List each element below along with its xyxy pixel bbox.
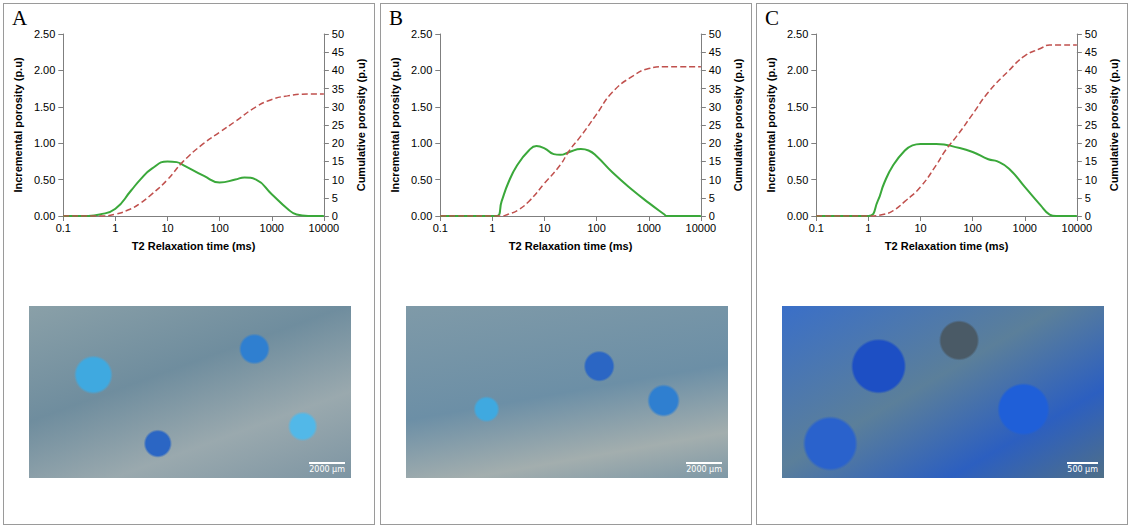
svg-text:15: 15 [1085, 155, 1097, 167]
svg-text:0.50: 0.50 [411, 174, 432, 186]
svg-text:1.50: 1.50 [787, 101, 808, 113]
svg-text:1.00: 1.00 [787, 137, 808, 149]
svg-text:5: 5 [1085, 192, 1091, 204]
svg-text:40: 40 [332, 64, 344, 76]
svg-text:T2 Relaxation time (ms): T2 Relaxation time (ms) [885, 240, 1009, 252]
svg-text:1000: 1000 [637, 222, 661, 234]
svg-text:30: 30 [1085, 101, 1097, 113]
svg-text:100: 100 [587, 222, 605, 234]
svg-text:45: 45 [1085, 46, 1097, 58]
svg-text:10000: 10000 [309, 222, 340, 234]
svg-text:0.00: 0.00 [411, 210, 432, 222]
svg-text:2.50: 2.50 [787, 28, 808, 40]
svg-text:0.50: 0.50 [787, 174, 808, 186]
svg-text:5: 5 [709, 192, 715, 204]
svg-text:15: 15 [709, 155, 721, 167]
svg-text:1: 1 [112, 222, 118, 234]
svg-text:40: 40 [709, 64, 721, 76]
svg-text:1.00: 1.00 [34, 137, 55, 149]
svg-text:25: 25 [1085, 119, 1097, 131]
html-text:C: C [765, 6, 779, 30]
svg-text:Cumulative porosity (p.u): Cumulative porosity (p.u) [1108, 58, 1120, 191]
svg-text:10: 10 [1085, 174, 1097, 186]
svg-text:2.00: 2.00 [787, 64, 808, 76]
svg-text:35: 35 [709, 83, 721, 95]
svg-text:20: 20 [1085, 137, 1097, 149]
svg-text:20: 20 [332, 137, 344, 149]
svg-text:30: 30 [709, 101, 721, 113]
svg-text:50: 50 [709, 28, 721, 40]
svg-text:10: 10 [709, 174, 721, 186]
svg-text:10000: 10000 [686, 222, 717, 234]
svg-text:20: 20 [709, 137, 721, 149]
html-text:B: B [389, 6, 403, 30]
svg-text:0: 0 [1085, 210, 1091, 222]
svg-text:1.00: 1.00 [411, 137, 432, 149]
svg-text:45: 45 [332, 46, 344, 58]
svg-text:10000: 10000 [1062, 222, 1093, 234]
svg-text:Cumulative porosity (p.u): Cumulative porosity (p.u) [732, 58, 744, 191]
svg-text:0: 0 [332, 210, 338, 222]
html-text:2000 μm: 2000 μm [686, 465, 722, 474]
svg-text:25: 25 [332, 119, 344, 131]
svg-text:T2 Relaxation time (ms): T2 Relaxation time (ms) [132, 240, 256, 252]
svg-text:Cumulative porosity (p.u): Cumulative porosity (p.u) [355, 58, 367, 191]
html-text:500 μm: 500 μm [1067, 465, 1098, 474]
svg-text:50: 50 [332, 28, 344, 40]
svg-text:35: 35 [1085, 83, 1097, 95]
svg-text:40: 40 [1085, 64, 1097, 76]
svg-text:0.00: 0.00 [34, 210, 55, 222]
svg-text:Incremental porosity (p.u): Incremental porosity (p.u) [765, 57, 777, 192]
svg-text:1.50: 1.50 [411, 101, 432, 113]
svg-text:0.1: 0.1 [56, 222, 71, 234]
svg-text:Incremental porosity (p.u): Incremental porosity (p.u) [389, 57, 401, 192]
svg-text:15: 15 [332, 155, 344, 167]
svg-text:Incremental porosity (p.u): Incremental porosity (p.u) [12, 57, 24, 192]
svg-text:10: 10 [332, 174, 344, 186]
svg-text:10: 10 [914, 222, 926, 234]
svg-text:0: 0 [709, 210, 715, 222]
svg-text:0.50: 0.50 [34, 174, 55, 186]
svg-text:30: 30 [332, 101, 344, 113]
svg-text:100: 100 [210, 222, 228, 234]
svg-text:100: 100 [963, 222, 981, 234]
svg-text:1000: 1000 [1013, 222, 1037, 234]
svg-text:2.00: 2.00 [34, 64, 55, 76]
html-text:2000 μm: 2000 μm [309, 465, 345, 474]
svg-text:1.50: 1.50 [34, 101, 55, 113]
svg-text:T2 Relaxation time (ms): T2 Relaxation time (ms) [509, 240, 633, 252]
svg-text:25: 25 [709, 119, 721, 131]
svg-text:2.00: 2.00 [411, 64, 432, 76]
svg-text:0.1: 0.1 [433, 222, 448, 234]
svg-text:10: 10 [161, 222, 173, 234]
html-text:A: A [12, 6, 28, 30]
svg-text:2.50: 2.50 [34, 28, 55, 40]
svg-text:50: 50 [1085, 28, 1097, 40]
svg-text:1000: 1000 [260, 222, 284, 234]
svg-text:5: 5 [332, 192, 338, 204]
svg-text:45: 45 [709, 46, 721, 58]
svg-text:1: 1 [489, 222, 495, 234]
svg-text:0.1: 0.1 [809, 222, 824, 234]
svg-text:0.00: 0.00 [787, 210, 808, 222]
svg-text:2.50: 2.50 [411, 28, 432, 40]
svg-text:10: 10 [538, 222, 550, 234]
svg-text:35: 35 [332, 83, 344, 95]
svg-text:1: 1 [865, 222, 871, 234]
